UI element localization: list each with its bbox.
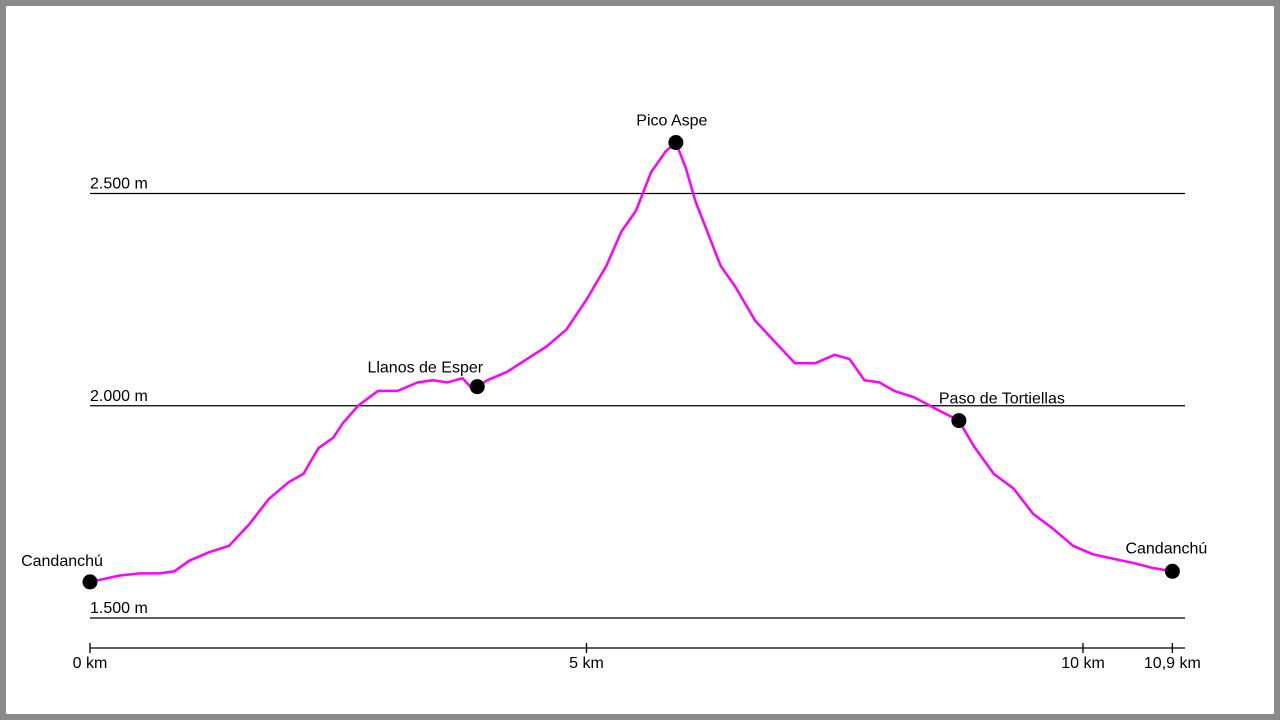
waypoint-label: Pico Aspe — [636, 113, 707, 130]
waypoint-label: Candanchú — [1125, 540, 1207, 557]
elevation-profile-line — [88, 141, 1174, 584]
grid-layer: 1.500 m 2.000 m 2.500 m — [90, 176, 1185, 619]
waypoint-marker — [1164, 563, 1180, 579]
waypoint-marker — [82, 574, 98, 590]
y-tick-label: 1.500 m — [90, 600, 148, 617]
waypoint-marker — [951, 413, 967, 429]
waypoint-label: Paso de Tortiellas — [939, 391, 1065, 408]
x-tick-label: 10 km — [1061, 655, 1105, 672]
waypoint-layer: Candanchú Llanos de Esper Pico Aspe Paso de… — [21, 113, 1207, 590]
x-axis: 0 km 5 km 10 km 10,9 km — [73, 643, 1201, 672]
waypoint-label: Llanos de Esper — [367, 360, 483, 377]
y-tick-label: 2.500 m — [90, 176, 148, 193]
y-tick-label: 2.000 m — [90, 388, 148, 405]
profile-line-layer — [88, 141, 1174, 584]
x-tick-label: 0 km — [73, 655, 108, 672]
x-tick-label: 5 km — [569, 655, 604, 672]
waypoint-label: Candanchú — [21, 553, 103, 570]
waypoint-marker — [668, 135, 684, 151]
waypoint-marker — [469, 379, 485, 395]
x-tick-label: 10,9 km — [1144, 655, 1201, 672]
